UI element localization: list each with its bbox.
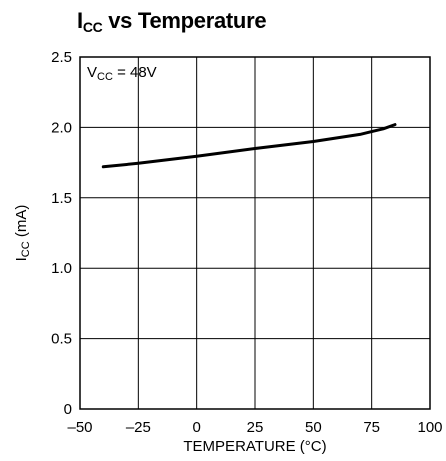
y-tick-label: 2.0: [51, 119, 72, 136]
y-tick-label: 1.0: [51, 260, 72, 277]
y-tick-label: 1.5: [51, 190, 72, 207]
x-tick-label: 50: [305, 419, 322, 436]
x-tick-label: 75: [363, 419, 380, 436]
plot-frame: [79, 56, 431, 410]
x-tick-label: 0: [192, 419, 200, 436]
y-tick-label: 0: [64, 401, 72, 418]
y-axis-label: ICC (mA): [13, 205, 32, 262]
icc-series-line: [101, 123, 397, 169]
y-tick-label: 2.5: [51, 49, 72, 66]
x-tick-label: 100: [417, 419, 442, 436]
vcc-annotation: VCC = 48V: [87, 64, 157, 83]
x-tick-label: –25: [126, 419, 151, 436]
x-axis-label: TEMPERATURE (°C): [183, 438, 326, 455]
x-tick-label: 25: [247, 419, 264, 436]
y-tick-label: 0.5: [51, 331, 72, 348]
x-tick-label: –50: [67, 419, 92, 436]
chart-title: ICC vs Temperature: [77, 8, 267, 35]
